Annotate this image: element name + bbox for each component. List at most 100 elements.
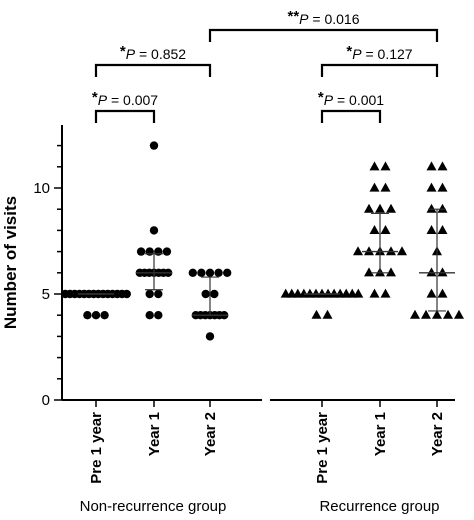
data-point-triangle <box>454 309 464 319</box>
data-point-circle <box>145 247 154 256</box>
data-point-triangle <box>421 309 431 319</box>
significance-label: *P = 0.127 <box>346 43 412 62</box>
data-point-triangle <box>426 225 437 234</box>
group-label: Recurrence group <box>319 498 439 515</box>
p-value: = 0.007 <box>107 92 158 108</box>
data-point-circle <box>154 289 163 299</box>
data-point-triangle <box>364 246 374 256</box>
data-point-triangle <box>437 288 448 298</box>
significance-bracket <box>94 109 156 123</box>
significance-stars: * <box>346 43 352 60</box>
data-point-triangle <box>426 267 437 277</box>
p-symbol: P <box>98 92 108 108</box>
data-point-triangle <box>437 182 448 192</box>
significance-bracket <box>94 63 212 77</box>
data-point-triangle <box>369 182 380 192</box>
data-point-triangle <box>364 203 374 213</box>
data-point-circle <box>145 289 154 299</box>
data-point-circle <box>149 226 159 235</box>
data-point-circle <box>149 141 159 150</box>
p-value: = 0.852 <box>135 46 186 62</box>
significance-bracket <box>208 28 439 42</box>
data-point-circle <box>201 289 210 299</box>
p-value: = 0.001 <box>333 92 384 108</box>
y-tick-label: 5 <box>42 286 50 303</box>
significance-label: *P = 0.852 <box>120 43 186 62</box>
p-value: = 0.127 <box>362 46 413 62</box>
data-point-triangle <box>353 288 364 298</box>
data-point-triangle <box>322 309 333 319</box>
data-point-circle <box>214 268 223 277</box>
p-symbol: P <box>126 46 136 62</box>
chart-labels: 0 5 10 Number of visits Pre 1 year Year 1 Year… <box>1 180 446 515</box>
data-point-triangle <box>437 225 448 234</box>
data-point-triangle <box>369 225 380 234</box>
p-symbol: P <box>299 11 309 27</box>
data-point-triangle <box>380 182 391 192</box>
significance-stars: * <box>318 89 324 106</box>
data-point-triangle <box>386 246 396 256</box>
data-point-circle <box>83 311 92 320</box>
axes <box>54 125 455 407</box>
significance-annotations: *P = 0.007*P = 0.852*P = 0.001*P = 0.127… <box>92 8 439 123</box>
x-category-label: Year 1 <box>146 412 163 456</box>
x-category-label: Pre 1 year <box>88 412 105 484</box>
data-point-triangle <box>397 246 407 256</box>
data-point-triangle <box>426 288 437 298</box>
data-point-triangle <box>437 161 448 171</box>
x-category-label: Pre 1 year <box>314 412 331 484</box>
significance-stars: * <box>120 43 126 60</box>
y-tick-label: 0 <box>42 392 50 409</box>
significance-label: **P = 0.016 <box>287 8 359 27</box>
data-point-triangle <box>369 288 380 298</box>
data-point-triangle <box>426 203 437 213</box>
data-point-triangle <box>380 225 391 234</box>
data-point-circle <box>162 247 172 256</box>
significance-label: *P = 0.007 <box>92 89 158 108</box>
data-point-triangle <box>386 267 396 277</box>
data-point-circle <box>188 268 197 277</box>
data-point-circle <box>205 332 215 341</box>
x-category-label: Year 1 <box>372 412 389 456</box>
data-point-triangle <box>386 203 396 213</box>
group-label: Non-recurrence group <box>80 498 227 515</box>
data-point-circle <box>136 247 146 256</box>
p-symbol: P <box>324 92 334 108</box>
significance-stars: ** <box>287 8 299 25</box>
data-point-triangle <box>380 161 391 171</box>
data-point-triangle <box>426 161 437 171</box>
data-point-circle <box>154 311 163 320</box>
p-symbol: P <box>352 46 362 62</box>
significance-label: *P = 0.001 <box>318 89 384 108</box>
data-point-triangle <box>426 182 437 192</box>
y-tick-label: 10 <box>33 180 50 197</box>
data-point-triangle <box>437 267 448 277</box>
data-point-circle <box>91 311 101 320</box>
p-value: = 0.016 <box>309 11 360 27</box>
significance-bracket <box>320 63 439 77</box>
x-category-label: Year 2 <box>202 412 219 456</box>
data-point-triangle <box>353 246 363 256</box>
data-point-circle <box>210 289 219 299</box>
significance-bracket <box>320 109 382 123</box>
data-point-triangle <box>380 288 391 298</box>
x-category-label: Year 2 <box>429 412 446 456</box>
data-point-triangle <box>375 203 385 213</box>
data-point-circle <box>100 311 109 320</box>
data-point-triangle <box>410 309 420 319</box>
data-point-triangle <box>437 203 448 213</box>
data-point-triangle <box>311 309 322 319</box>
data-point-circle <box>197 268 206 277</box>
data-point-triangle <box>369 161 380 171</box>
significance-stars: * <box>92 89 98 106</box>
data-point-circle <box>223 268 232 277</box>
data-point-triangle <box>364 267 374 277</box>
data-point-circle <box>205 268 215 277</box>
data-point-triangle <box>432 309 442 319</box>
data-point-circle <box>122 289 131 299</box>
data-point-circle <box>145 311 154 320</box>
y-axis-title: Number of visits <box>1 196 20 329</box>
data-point-triangle <box>443 309 453 319</box>
chart-marks <box>61 141 464 341</box>
